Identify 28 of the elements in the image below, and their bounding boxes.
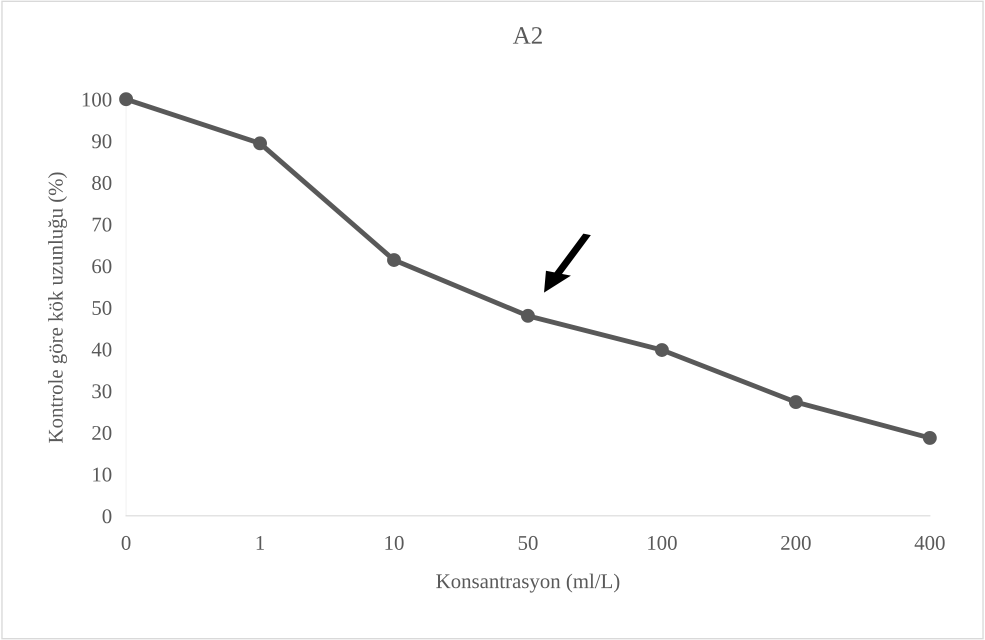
point (521, 308, 535, 323)
y-tick-label: 80 (92, 176, 112, 190)
chart-title: A2 (512, 27, 542, 44)
y-tick-label: 60 (92, 259, 112, 274)
x-tick-label: 10 (385, 536, 404, 550)
y-tick-label: 40 (92, 342, 112, 357)
y-tick-label: 100 (82, 92, 112, 107)
y-axis-title: Kontrole göre kök uzunluğu (%) (48, 172, 68, 443)
point (253, 136, 267, 150)
y-tick-label: 0 (102, 509, 112, 524)
point (922, 430, 937, 445)
x-tick-label: 50 (518, 536, 538, 550)
y-tick-label: 10 (93, 468, 112, 482)
y-tick-label: 70 (92, 218, 112, 232)
x-axis-title: Konsantrasyon (ml/L) (436, 574, 620, 593)
x-tick-label: 0 (122, 536, 130, 550)
y-tick-label: 90 (92, 134, 112, 148)
point (654, 343, 669, 357)
y-tick-label: 50 (92, 300, 112, 315)
x-tick-label: 200 (781, 536, 811, 550)
point (387, 253, 401, 267)
x-tick-label: 400 (914, 536, 945, 550)
x-tick-label: 1 (256, 536, 264, 550)
y-tick-label: 30 (92, 384, 112, 398)
x-tick-label: 100 (648, 536, 677, 550)
y-tick-label: 20 (92, 426, 112, 440)
point (119, 92, 134, 106)
point (788, 395, 803, 410)
